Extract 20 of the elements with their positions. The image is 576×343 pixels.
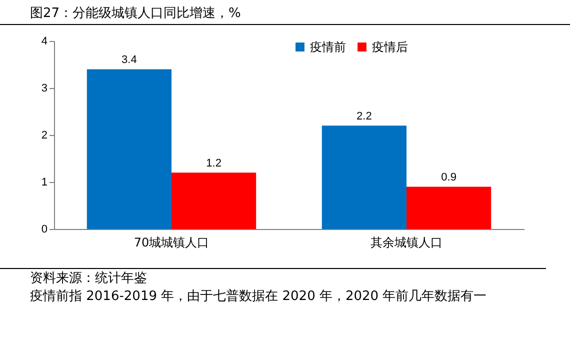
x-tick-label: 70城城镇人口: [134, 236, 210, 250]
text: 资料来源：统计年鉴: [29, 270, 148, 287]
y-tick-label: 4: [41, 36, 48, 48]
y-tick-label: 0: [41, 224, 48, 236]
text: 疫情前指 2016-2019 年，由于七普数据在 2020 年，2020 年前几年数据有一: [29, 288, 488, 305]
x-tick-label: 其余城镇人口: [370, 236, 442, 250]
data-label: 3.4: [122, 54, 137, 66]
y-tick-label: 1: [41, 176, 48, 188]
legend-label: 疫情前: [310, 40, 346, 54]
data-label: 0.9: [441, 172, 456, 184]
bar: [172, 172, 256, 229]
legend-label: 疫情后: [372, 40, 408, 54]
chart-title: 图27：分能级城镇人口同比增速，%: [0, 0, 570, 25]
bar: [86, 69, 172, 229]
bar: [322, 126, 406, 229]
bar: [406, 186, 492, 229]
data-label: 2.2: [356, 110, 372, 123]
y-tick-label: 2: [41, 130, 48, 142]
data-label: 1.2: [206, 158, 222, 170]
y-tick-label: 3: [41, 82, 48, 94]
